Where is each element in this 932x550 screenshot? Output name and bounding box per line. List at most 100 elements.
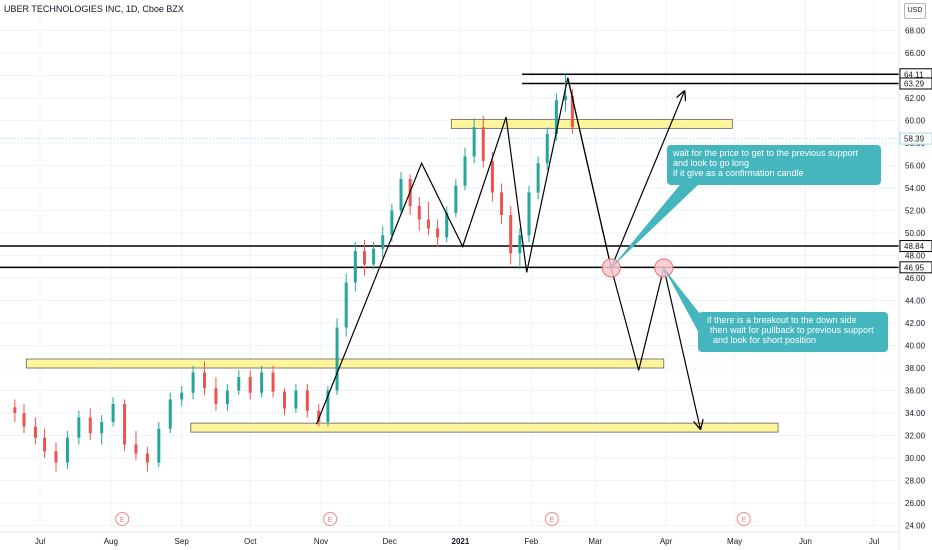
- price-tick-label: 32.00: [905, 432, 926, 441]
- price-tick-label: 24.00: [905, 522, 926, 531]
- candle-body-up: [326, 390, 330, 422]
- candle-body-up: [554, 100, 558, 134]
- horizontal-levels[interactable]: [0, 73, 899, 269]
- candle-body-up: [168, 399, 172, 429]
- price-tick-label: 60.00: [905, 117, 926, 126]
- candle-body-down: [500, 192, 504, 215]
- candle-body-down: [123, 404, 127, 445]
- price-tick-label: 30.00: [905, 454, 926, 463]
- candle-body-up: [445, 212, 449, 238]
- annotation-line: wait for the price to get to the previou…: [673, 148, 859, 158]
- price-tick-label: 62.00: [905, 94, 926, 103]
- price-tick-label: 42.00: [905, 319, 926, 328]
- candle-body-up: [399, 179, 403, 211]
- time-tick-label: May: [727, 537, 742, 546]
- candle-body-up: [545, 134, 549, 164]
- time-tick-label: Oct: [244, 537, 257, 546]
- candle-body-down: [134, 444, 138, 454]
- candle-body-up: [157, 428, 161, 463]
- pattern-drawings[interactable]: [315, 77, 701, 429]
- candle-body-up: [353, 251, 357, 283]
- candle-body-down: [43, 437, 47, 452]
- candle-body-down: [570, 95, 574, 128]
- candle-body-up: [518, 235, 522, 254]
- support-resistance-zones[interactable]: [25, 118, 779, 433]
- time-tick-label: Mar: [588, 537, 602, 546]
- price-tag-box[interactable]: [899, 240, 932, 253]
- candle-body-down: [282, 391, 286, 409]
- candle-body-down: [33, 426, 37, 438]
- price-tag-label: 64.11: [904, 70, 924, 79]
- candle-body-down: [13, 407, 17, 413]
- time-tick-label: Dec: [382, 537, 396, 546]
- time-tick-label: Jul: [869, 537, 879, 546]
- candle-body-up: [335, 327, 339, 391]
- callout-pointer: [611, 180, 700, 268]
- annotation-line: if there is a breakout to the down side: [707, 315, 857, 325]
- earnings-icon-glyph: E: [549, 515, 554, 524]
- price-tick-label: 36.00: [905, 387, 926, 396]
- candle-body-down: [426, 219, 430, 229]
- zone-rectangle[interactable]: [25, 358, 665, 369]
- price-tick-label: 68.00: [905, 27, 926, 36]
- candle-body-up: [564, 95, 568, 101]
- time-tick-label: Feb: [524, 537, 538, 546]
- price-tick-label: 46.00: [905, 274, 926, 283]
- candle-body-up: [65, 437, 69, 463]
- chart-title: UBER TECHNOLOGIES INC, 1D, Cboe BZX: [4, 4, 184, 14]
- candle-body-down: [490, 161, 494, 193]
- time-axis[interactable]: Jul Aug Sep Oct Nov Dec 2021 Feb Mar Apr May Jun Jul: [0, 531, 899, 546]
- price-tick-label: 56.00: [905, 162, 926, 171]
- callout-pointer: [663, 267, 700, 335]
- candle-body-down: [54, 451, 58, 463]
- time-tick-label: Jun: [799, 537, 812, 546]
- earnings-icon[interactable]: [736, 512, 751, 526]
- price-tick-label: 40.00: [905, 342, 926, 351]
- candle-body-up: [77, 417, 81, 438]
- earnings-icon-glyph: E: [120, 515, 125, 524]
- bearish-path-arrow[interactable]: [567, 77, 701, 429]
- price-tag-box[interactable]: [899, 261, 932, 274]
- candle-body-up: [463, 156, 467, 186]
- candle-body-up: [536, 163, 540, 193]
- candle-body-up: [111, 404, 115, 422]
- annotation-long-setup[interactable]: wait for the price to get to the previou…: [667, 145, 881, 185]
- bullish-path-arrow[interactable]: [315, 77, 685, 425]
- price-tick-label: 44.00: [905, 297, 926, 306]
- price-tick-label: 50.00: [905, 229, 926, 238]
- earnings-icon-glyph: E: [328, 515, 333, 524]
- annotation-line: and look to go long: [673, 158, 750, 168]
- time-tick-label: Apr: [660, 537, 673, 546]
- earnings-icon[interactable]: [544, 512, 559, 526]
- candle-body-down: [362, 251, 366, 265]
- earnings-icon-glyph: E: [741, 515, 746, 524]
- price-tick-label: 54.00: [905, 184, 926, 193]
- price-tag-label: 46.95: [904, 263, 925, 272]
- candle-body-down: [509, 215, 513, 254]
- candle-body-down: [271, 372, 275, 392]
- price-tag-box[interactable]: [899, 77, 932, 90]
- candle-body-up: [454, 185, 458, 213]
- zone-rectangle[interactable]: [190, 422, 779, 433]
- candle-body-down: [248, 377, 252, 393]
- earnings-icon[interactable]: [115, 512, 130, 526]
- time-tick-label: Aug: [104, 537, 118, 546]
- zone-rectangle[interactable]: [450, 118, 733, 129]
- currency-button[interactable]: USD: [904, 3, 926, 19]
- price-tick-label: 26.00: [905, 499, 926, 508]
- time-tick-label: 2021: [452, 537, 470, 546]
- price-axis[interactable]: 68.0066.0064.0062.0060.0058.0056.0054.00…: [898, 0, 932, 550]
- candle-body-up: [527, 192, 531, 236]
- candle-body-down: [417, 206, 421, 220]
- candle-body-down: [145, 453, 149, 463]
- price-tag-box[interactable]: [899, 132, 932, 145]
- annotation-line: if it give as a confirmation candle: [673, 168, 804, 178]
- price-tick-label: 48.00: [905, 252, 926, 261]
- annotation-short-setup[interactable]: if there is a breakout to the down side …: [698, 312, 888, 352]
- earnings-icon[interactable]: [323, 512, 338, 526]
- price-tick-label: 28.00: [905, 477, 926, 486]
- candle-body-up: [381, 235, 385, 249]
